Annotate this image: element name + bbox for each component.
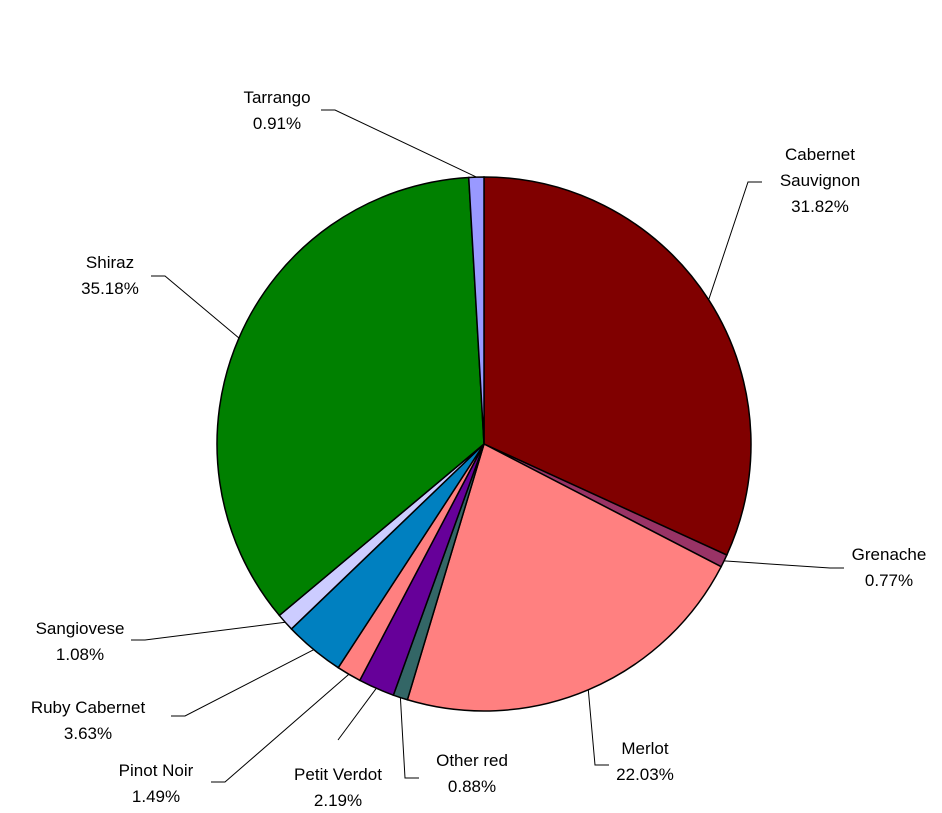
slice-name-label: Grenache: [852, 545, 927, 564]
leader-line-petit-verdot: [337, 688, 377, 741]
slice-percent-label: 3.63%: [64, 724, 112, 743]
leader-line-grenache: [724, 560, 844, 569]
slice-percent-label: 0.77%: [865, 571, 913, 590]
pie-slice-cabernet-sauvignon: [483, 176, 752, 557]
slice-percent-label: 1.49%: [132, 787, 180, 806]
slice-name-label: Merlot: [621, 739, 669, 758]
slice-percent-label: 0.91%: [253, 114, 301, 133]
pie-slice-merlot: [406, 442, 723, 712]
slice-name-label: Tarrango: [243, 88, 310, 107]
slice-percent-label: 35.18%: [81, 279, 139, 298]
slice-name-label: Pinot Noir: [119, 761, 194, 780]
pie-slice-shiraz: [216, 176, 485, 617]
slice-name-label: Ruby Cabernet: [31, 698, 146, 717]
slice-percent-label: 31.82%: [791, 197, 849, 216]
leader-line-tarrango: [321, 109, 477, 178]
slice-percent-label: 22.03%: [616, 765, 674, 784]
slice-name-label: Shiraz: [86, 253, 134, 272]
slice-name-label: Sangiovese: [36, 619, 125, 638]
slice-name-label: Sauvignon: [780, 171, 860, 190]
leader-line-ruby-cabernet: [171, 649, 314, 717]
pie-slices: [216, 176, 752, 712]
leader-line-pinot-noir: [211, 673, 350, 783]
leader-line-sangiovese: [131, 621, 286, 641]
leader-line-shiraz: [151, 275, 240, 339]
leader-line-other-red: [399, 697, 419, 779]
slice-name-label: Other red: [436, 751, 508, 770]
slice-percent-label: 2.19%: [314, 791, 362, 810]
leader-line-merlot: [587, 689, 609, 766]
slice-percent-label: 1.08%: [56, 645, 104, 664]
slice-name-label: Petit Verdot: [294, 765, 382, 784]
leader-lines: [131, 109, 844, 783]
slice-percent-label: 0.88%: [448, 777, 496, 796]
slice-labels: Cabernet Sauvignon 31.82% Grenache 0.77% Merl…: [31, 88, 927, 810]
leader-line-cabernet-sauvignon: [708, 181, 762, 300]
slice-name-label: Cabernet: [785, 145, 855, 164]
